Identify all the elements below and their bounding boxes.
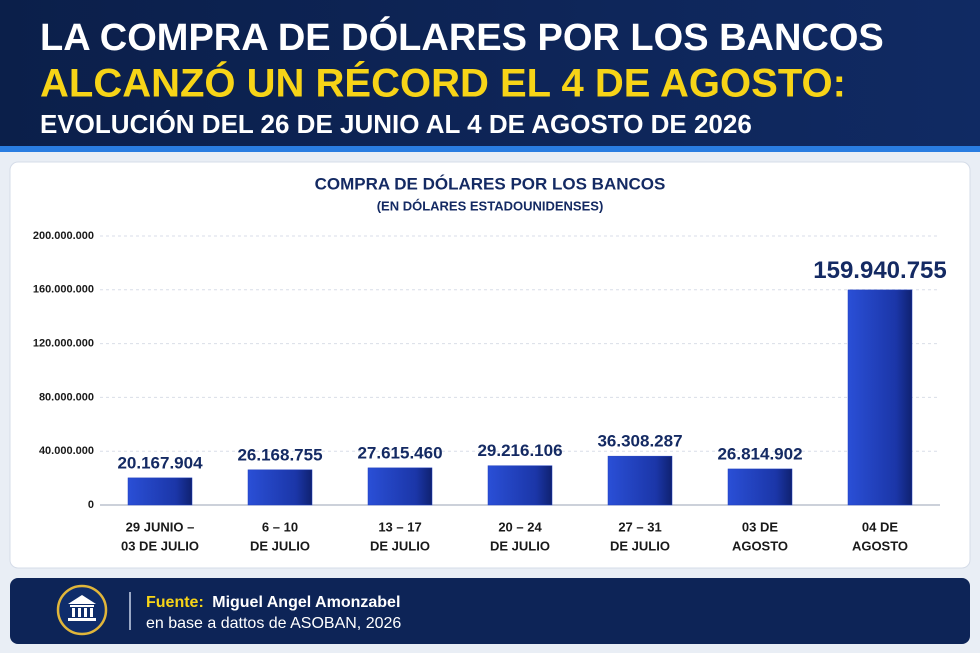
source-detail: en base a dattos de ASOBAN, 2026 xyxy=(146,615,401,632)
footer-band xyxy=(10,578,970,644)
chart-panel xyxy=(9,161,971,569)
y-tick-label: 80.000.000 xyxy=(39,391,94,403)
bar xyxy=(607,455,673,506)
header-band xyxy=(0,0,980,150)
header-line: LA COMPRA DE DÓLARES POR LOS BANCOS xyxy=(40,15,884,59)
value-label: 26.168.755 xyxy=(237,445,322,464)
x-tick-label: 03 DE JULIO xyxy=(121,538,199,553)
bar xyxy=(487,465,553,506)
x-tick-label: AGOSTO xyxy=(852,538,908,553)
x-tick-label: 27 – 31 xyxy=(618,519,661,534)
header-stripe xyxy=(0,146,980,152)
bar xyxy=(367,467,433,506)
x-tick-label: DE JULIO xyxy=(610,538,670,553)
header-highlight: ALCANZÓ UN RÉCORD EL 4 DE AGOSTO: xyxy=(40,60,846,106)
x-tick-label: 6 – 10 xyxy=(262,519,298,534)
bar xyxy=(127,477,193,506)
value-label: 159.940.755 xyxy=(813,257,946,284)
value-label: 36.308.287 xyxy=(597,432,682,451)
x-tick-label: DE JULIO xyxy=(250,538,310,553)
x-tick-label: 04 DE xyxy=(862,519,898,534)
source-line: Fuente: Miguel Angel Amonzabel xyxy=(146,594,400,611)
chart-title: COMPRA DE DÓLARES POR LOS BANCOS xyxy=(315,174,666,193)
x-tick-label: 13 – 17 xyxy=(378,519,421,534)
value-label: 26.814.902 xyxy=(717,444,802,463)
y-tick-label: 160.000.000 xyxy=(33,284,94,296)
x-tick-label: DE JULIO xyxy=(490,538,550,553)
bar xyxy=(847,289,913,506)
x-tick-label: 03 DE xyxy=(742,519,778,534)
source-name: Miguel Angel Amonzabel xyxy=(212,594,400,611)
x-tick-label: DE JULIO xyxy=(370,538,430,553)
x-tick-label: 20 – 24 xyxy=(498,519,542,534)
chart-subtitle: (EN DÓLARES ESTADOUNIDENSES) xyxy=(377,198,604,213)
plot-area: 0 40.000.000 80.000.000 120.000.000 160.000.… xyxy=(33,230,947,554)
y-tick-label: 40.000.000 xyxy=(39,445,94,457)
x-tick-label: AGOSTO xyxy=(732,538,788,553)
value-label: 20.167.904 xyxy=(117,453,203,472)
y-tick-label: 0 xyxy=(88,499,94,511)
y-tick-label: 120.000.000 xyxy=(33,338,94,350)
y-tick-label: 200.000.000 xyxy=(33,230,94,242)
bank-glyph xyxy=(68,595,96,621)
value-label: 29.216.106 xyxy=(477,441,562,460)
bank-icon xyxy=(56,584,108,636)
bar xyxy=(247,469,313,506)
header-subline: EVOLUCIÓN DEL 26 DE JUNIO AL 4 DE AGOSTO… xyxy=(40,109,752,139)
source-label: Fuente: xyxy=(146,594,204,611)
bar xyxy=(727,468,793,506)
value-label: 27.615.460 xyxy=(357,443,442,462)
x-tick-label: 29 JUNIO – xyxy=(126,519,195,534)
